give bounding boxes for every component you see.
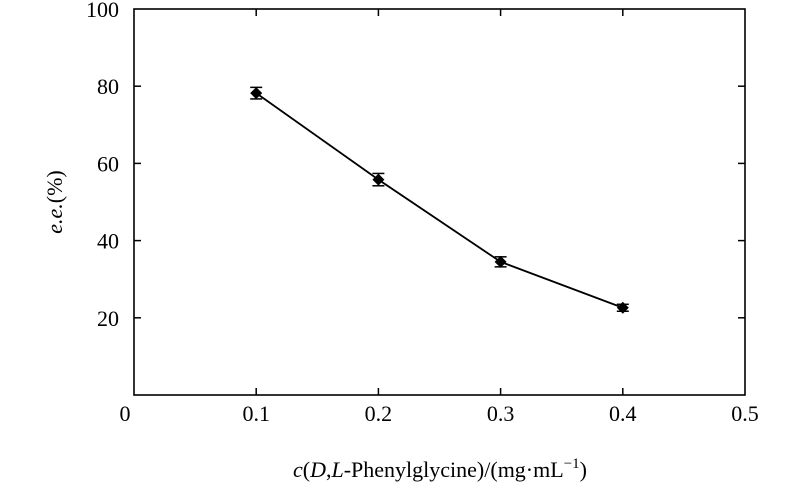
x-tick-label: 0.2 [365, 401, 393, 426]
series-line [255, 92, 624, 309]
y-tick-label: 40 [97, 229, 119, 254]
tick-labels: 0 0.1 0.2 0.3 0.4 0.5 20 40 60 80 100 [86, 0, 759, 426]
x-tick-label: 0.3 [487, 401, 515, 426]
axis-ticks [134, 9, 745, 395]
y-tick-label: 60 [97, 151, 119, 176]
data-series [250, 86, 629, 314]
y-tick-label: 20 [97, 306, 119, 331]
plot-frame [133, 8, 746, 396]
data-point [250, 87, 263, 100]
x-tick-label: 0.5 [731, 401, 759, 426]
x-tick-label: 0.1 [242, 401, 270, 426]
data-point [372, 173, 385, 186]
y-tick-label: 80 [97, 74, 119, 99]
data-point [494, 255, 507, 268]
x-tick-label: 0 [120, 401, 131, 426]
x-tick-label: 0.4 [609, 401, 637, 426]
x-axis-label: c(D,L-Phenylglycine)/(mg·mL−1) [293, 456, 587, 482]
data-point [616, 301, 629, 314]
y-tick-label: 100 [86, 0, 119, 22]
y-axis-label: e.e.(%) [42, 170, 67, 234]
